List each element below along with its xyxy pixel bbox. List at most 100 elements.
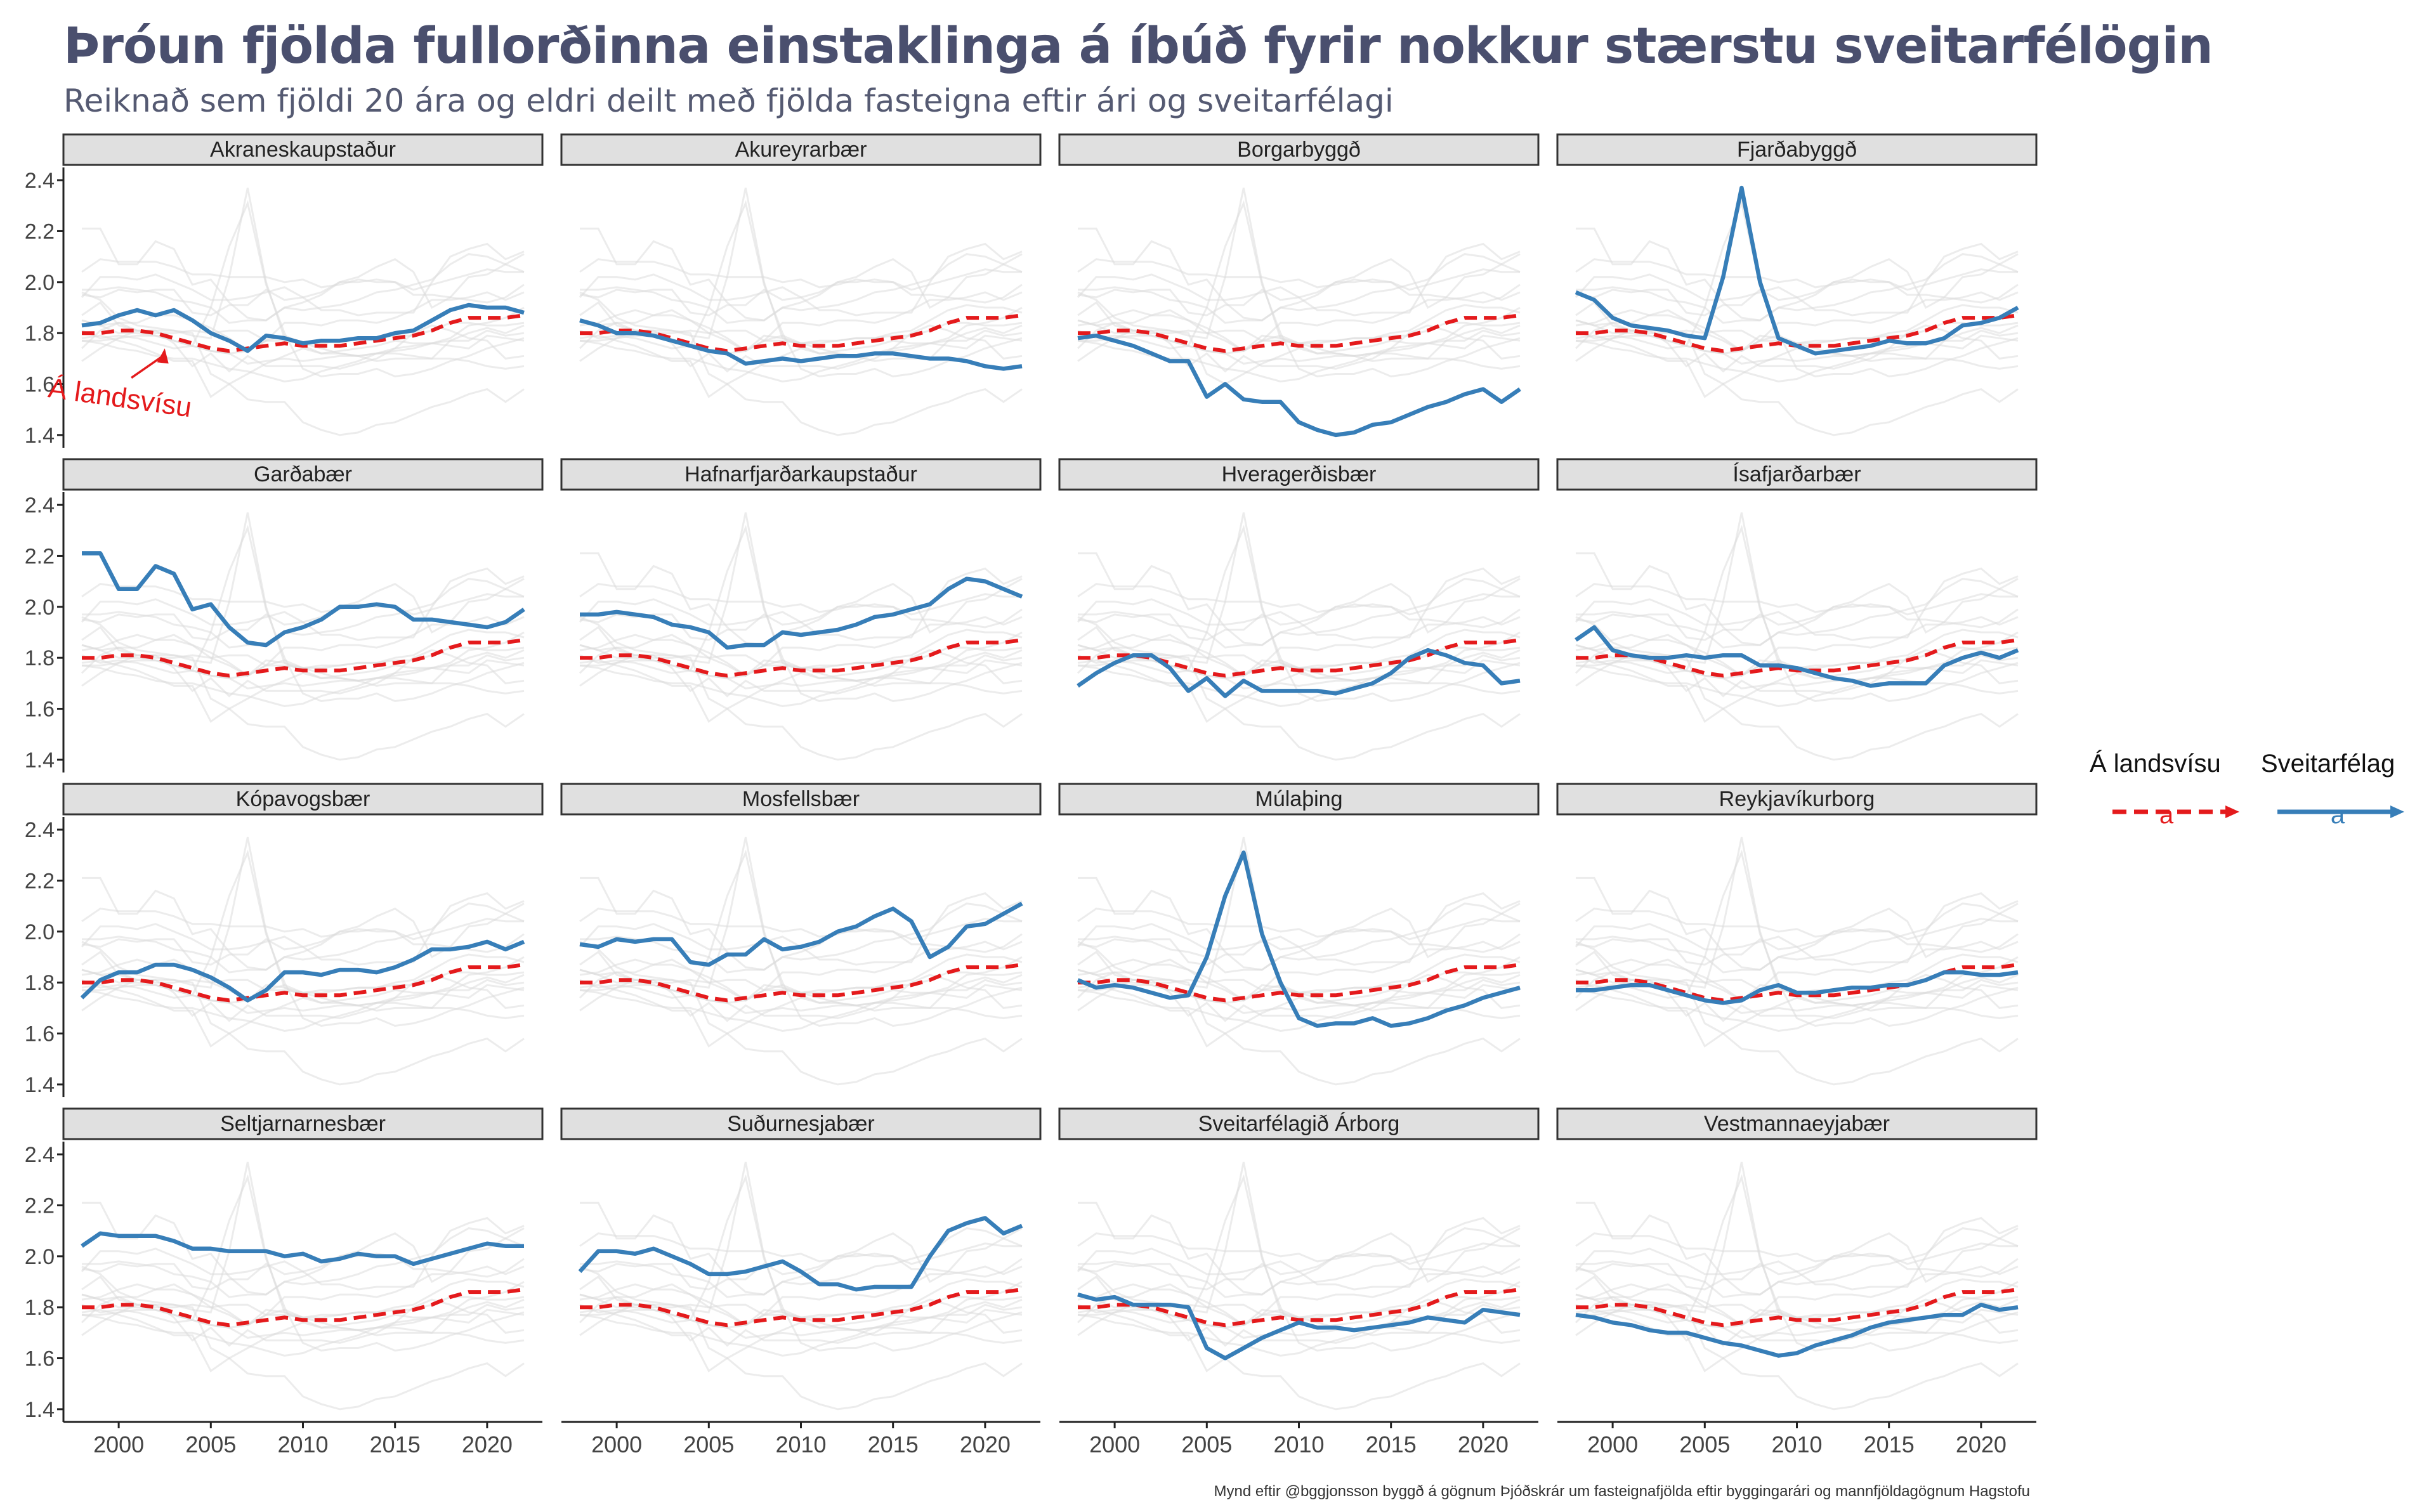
- background-series-line: [1077, 892, 1521, 966]
- background-series-line: [579, 1265, 1023, 1327]
- background-series-line: [580, 877, 1023, 971]
- y-tick-label: 1.4: [25, 1073, 55, 1097]
- background-series-line: [579, 329, 1023, 383]
- facet-strip-label: Múlaþing: [1255, 787, 1343, 811]
- background-series-line: [1575, 616, 2019, 677]
- x-tick-label: 2010: [1771, 1431, 1822, 1457]
- municipality-series-line: [1077, 333, 1521, 438]
- municipality-series-line: [1575, 185, 2019, 356]
- y-tick-label: 1.8: [25, 322, 55, 346]
- national-series-line: [580, 313, 1023, 353]
- facet-strip-label: Seltjarnarnesbær: [220, 1112, 386, 1136]
- background-series-line: [1575, 583, 2018, 616]
- y-tick-label: 2.2: [25, 219, 55, 244]
- municipality-series-line: [1077, 1292, 1521, 1360]
- background-series-line: [1077, 187, 1521, 355]
- facet-panel: Múlaþing: [1058, 783, 1540, 1086]
- background-series-line: [81, 837, 525, 1004]
- background-series-line: [1575, 1227, 2019, 1291]
- x-tick-label: 2020: [462, 1431, 513, 1457]
- national-series-line: [1078, 963, 1521, 1003]
- x-tick-label: 2020: [1956, 1431, 2007, 1457]
- background-series-line: [81, 659, 525, 761]
- background-series-line: [1576, 227, 2019, 322]
- facet-panel: Sveitarfélagið Árborg 2000 2005 2010 2015 202…: [1058, 1107, 1540, 1457]
- background-series-line: [1077, 659, 1521, 761]
- facet-panel: Garðabær 1.4 1.6 1.8 2.0 2.2 2.4: [25, 458, 544, 772]
- background-series-line: [579, 849, 1023, 1027]
- national-series-line: [82, 1287, 525, 1327]
- background-series-line: [81, 258, 524, 291]
- facet-strip: [560, 783, 1042, 816]
- facet-strip-label: Ísafjarðarbær: [1732, 462, 1861, 486]
- annotation-label: Á landsvísu: [46, 372, 193, 423]
- national-series-line: [1078, 313, 1521, 353]
- legend-key-municipality-arrow: [2390, 805, 2404, 818]
- background-series-line: [1575, 329, 2019, 383]
- facet-strip-label: Akureyrarbær: [735, 138, 867, 162]
- background-series-line: [1575, 578, 2019, 641]
- background-series-line: [81, 1216, 525, 1291]
- x-tick-label: 2010: [277, 1431, 328, 1457]
- background-series-line: [579, 903, 1023, 966]
- background-series-line: [1575, 567, 2019, 641]
- facet-panel: Mosfellsbær: [560, 783, 1042, 1086]
- background-series-line: [1575, 979, 2019, 1033]
- chart-title: Þróun fjölda fullorðinna einstaklinga á …: [63, 18, 2213, 75]
- background-series-line: [81, 583, 524, 616]
- background-series-line: [1077, 578, 1521, 641]
- x-tick-label: 2020: [1458, 1431, 1509, 1457]
- y-tick-label: 1.6: [25, 1022, 55, 1046]
- background-series-line: [580, 227, 1023, 322]
- background-series-line: [579, 654, 1023, 708]
- chart-subtitle: Reiknað sem fjöldi 20 ára og eldri deilt…: [63, 82, 1394, 119]
- background-series-line: [1575, 291, 2019, 353]
- municipality-series-line: [579, 318, 1023, 371]
- background-series-line: [579, 319, 1023, 386]
- national-series-line: [580, 638, 1023, 678]
- background-series-line: [81, 1303, 525, 1357]
- background-series-line: [1575, 334, 2019, 436]
- facet-strip-label: Reykjavíkurborg: [1719, 787, 1875, 811]
- background-series-line: [579, 334, 1023, 436]
- legend-label-national: Á landsvísu: [2090, 750, 2221, 778]
- background-series-line: [1575, 1174, 2019, 1352]
- y-tick-label: 2.2: [25, 1194, 55, 1218]
- background-series-line: [1575, 258, 2018, 291]
- national-series-line: [1576, 1287, 2019, 1327]
- facet-panel: Akureyrarbær: [560, 133, 1042, 436]
- background-series-line: [81, 319, 525, 386]
- background-series-line: [579, 941, 1023, 1002]
- x-tick-label: 2005: [1181, 1431, 1232, 1457]
- x-tick-label: 2000: [93, 1431, 144, 1457]
- facet-strip: [560, 133, 1042, 166]
- national-series-line: [82, 638, 525, 678]
- background-series-line: [579, 908, 1022, 941]
- national-series-line: [580, 963, 1023, 1003]
- facet-strip: [62, 458, 544, 491]
- background-series-line: [81, 968, 525, 1035]
- background-series-line: [1575, 242, 2019, 316]
- background-series-line: [579, 512, 1023, 679]
- facet-strip: [1058, 783, 1540, 816]
- x-tick-label: 2005: [1679, 1431, 1730, 1457]
- chart-caption: Mynd eftir @bggjonsson byggð á gögnum Þj…: [1214, 1483, 2030, 1500]
- municipality-series-line: [1575, 1302, 2019, 1358]
- background-series-line: [1576, 1227, 2019, 1298]
- background-series-line: [82, 1227, 525, 1298]
- background-series-line: [1575, 941, 2019, 1002]
- legend-key-municipality-glyph: a: [2331, 801, 2345, 829]
- background-series-line: [579, 583, 1022, 616]
- background-series-line: [81, 334, 525, 436]
- facet-strip-label: Kópavogsbær: [236, 787, 370, 811]
- background-series-line: [579, 1227, 1023, 1291]
- background-series-line: [1077, 903, 1521, 966]
- national-series-line: [1078, 1287, 1521, 1327]
- background-series-line: [1575, 903, 2019, 966]
- background-series-line: [1077, 291, 1521, 353]
- background-series-line: [1078, 1227, 1521, 1298]
- facet-panel: Hafnarfjarðarkaupstaður: [560, 458, 1042, 761]
- background-series-line: [81, 329, 525, 383]
- legend-keys: a a: [2112, 801, 2404, 829]
- municipality-series-line: [1077, 648, 1521, 698]
